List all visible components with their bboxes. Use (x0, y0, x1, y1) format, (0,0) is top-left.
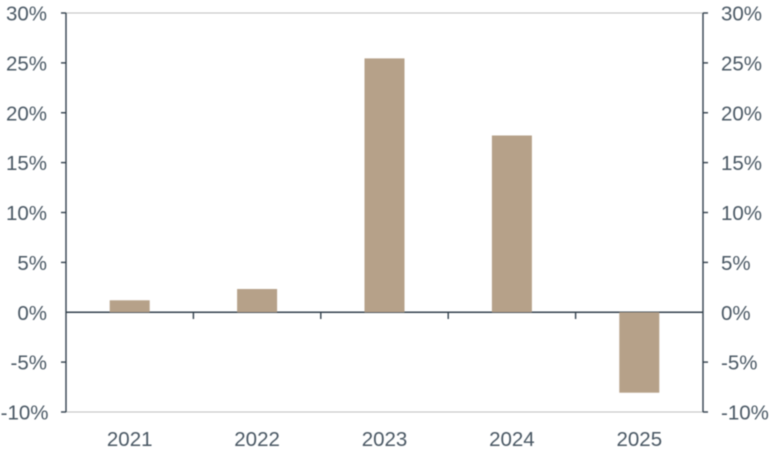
svg-text:10%: 10% (721, 202, 762, 225)
svg-text:20%: 20% (6, 102, 47, 125)
svg-text:30%: 30% (6, 3, 47, 26)
svg-text:2021: 2021 (107, 428, 153, 451)
svg-text:15%: 15% (6, 152, 47, 175)
svg-text:25%: 25% (721, 52, 762, 75)
svg-text:-5%: -5% (11, 352, 47, 375)
svg-text:10%: 10% (6, 202, 47, 225)
svg-text:2023: 2023 (362, 428, 408, 451)
svg-text:5%: 5% (721, 252, 751, 275)
svg-text:-10%: -10% (1, 402, 49, 425)
svg-text:0%: 0% (17, 302, 47, 325)
svg-text:-5%: -5% (721, 352, 757, 375)
svg-text:2025: 2025 (616, 428, 662, 451)
svg-text:30%: 30% (721, 3, 762, 26)
svg-text:2024: 2024 (489, 428, 535, 451)
svg-text:25%: 25% (6, 52, 47, 75)
svg-text:20%: 20% (721, 102, 762, 125)
svg-text:5%: 5% (17, 252, 47, 275)
svg-text:0%: 0% (721, 302, 751, 325)
svg-text:-10%: -10% (721, 402, 769, 425)
svg-text:2022: 2022 (234, 428, 280, 451)
svg-text:15%: 15% (721, 152, 762, 175)
